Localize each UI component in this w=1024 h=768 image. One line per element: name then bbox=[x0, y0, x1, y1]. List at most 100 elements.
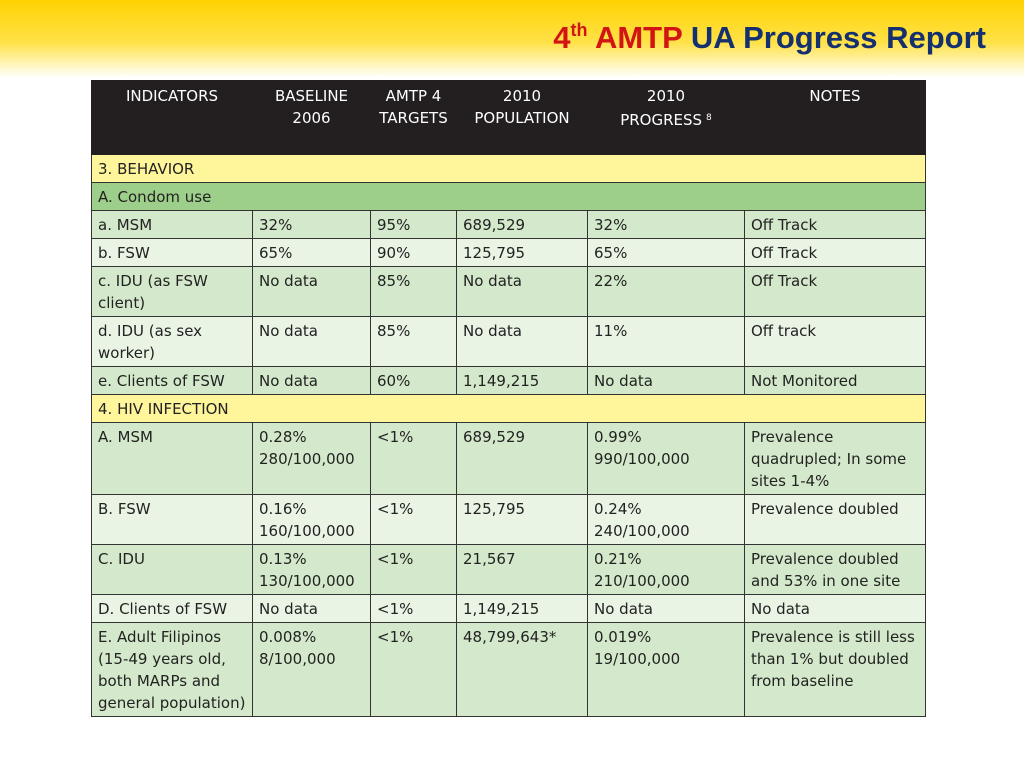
header-row: INDICATORS BASELINE 2006 AMTP 4 TARGETS 20… bbox=[91, 80, 926, 155]
table-row: c. IDU (as FSW client) No data 85% No da… bbox=[91, 266, 926, 317]
table-row: E. Adult Filipinos (15-49 years old, bot… bbox=[91, 622, 926, 717]
title-amtp: AMTP bbox=[594, 20, 683, 55]
population-cell: 1,149,215 bbox=[456, 594, 588, 623]
baseline-cell: 0.28% 280/100,000 bbox=[252, 422, 371, 495]
target-cell: 95% bbox=[370, 210, 457, 239]
table-row: a. MSM 32% 95% 689,529 32% Off Track bbox=[91, 210, 926, 239]
population-cell: 48,799,643* bbox=[456, 622, 588, 717]
table-row: d. IDU (as sex worker) No data 85% No da… bbox=[91, 316, 926, 367]
baseline-cell: No data bbox=[252, 316, 371, 367]
indicator-cell: B. FSW bbox=[91, 494, 253, 545]
target-cell: <1% bbox=[370, 422, 457, 495]
target-cell: 85% bbox=[370, 316, 457, 367]
progress-table: INDICATORS BASELINE 2006 AMTP 4 TARGETS 20… bbox=[91, 80, 926, 717]
progress-cell: 0.21% 210/100,000 bbox=[587, 544, 745, 595]
header-population: 2010 POPULATION bbox=[456, 80, 588, 155]
slide-title: 4th AMTP UA Progress Report bbox=[553, 18, 986, 58]
table-header: INDICATORS BASELINE 2006 AMTP 4 TARGETS 20… bbox=[91, 80, 926, 155]
section-behavior: 3. BEHAVIOR bbox=[91, 154, 926, 183]
header-baseline: BASELINE 2006 bbox=[252, 80, 371, 155]
table-row: D. Clients of FSW No data <1% 1,149,215 … bbox=[91, 594, 926, 623]
progress-pct: 0.21% bbox=[594, 550, 642, 568]
progress-cell: 0.019% 19/100,000 bbox=[587, 622, 745, 717]
table-row: B. FSW 0.16% 160/100,000 <1% 125,795 0.24… bbox=[91, 494, 926, 545]
notes-cell: Off Track bbox=[744, 210, 926, 239]
notes-cell: Off Track bbox=[744, 238, 926, 267]
baseline-pct: 0.13% bbox=[259, 550, 307, 568]
baseline-cell: No data bbox=[252, 594, 371, 623]
progress-rate: 990/100,000 bbox=[594, 450, 690, 468]
section-row: 3. BEHAVIOR bbox=[91, 154, 926, 183]
section-row: 4. HIV INFECTION bbox=[91, 394, 926, 423]
title-rest: UA Progress Report bbox=[690, 20, 986, 55]
target-cell: <1% bbox=[370, 594, 457, 623]
progress-pct: 0.019% bbox=[594, 628, 652, 646]
notes-cell: Prevalence quadrupled; In some sites 1-4… bbox=[744, 422, 926, 495]
indicator-cell: A. MSM bbox=[91, 422, 253, 495]
population-cell: No data bbox=[456, 266, 588, 317]
table-row: C. IDU 0.13% 130/100,000 <1% 21,567 0.21%… bbox=[91, 544, 926, 595]
progress-pct: 0.24% bbox=[594, 500, 642, 518]
baseline-rate: 130/100,000 bbox=[259, 572, 355, 590]
baseline-cell: 0.008% 8/100,000 bbox=[252, 622, 371, 717]
target-cell: <1% bbox=[370, 622, 457, 717]
title-ordinal-suffix: th bbox=[570, 20, 588, 40]
indicator-cell: C. IDU bbox=[91, 544, 253, 595]
section-hiv-infection: 4. HIV INFECTION bbox=[91, 394, 926, 423]
baseline-pct: 0.28% bbox=[259, 428, 307, 446]
notes-cell: Prevalence doubled bbox=[744, 494, 926, 545]
population-cell: 689,529 bbox=[456, 210, 588, 239]
progress-cell: 65% bbox=[587, 238, 745, 267]
baseline-rate: 280/100,000 bbox=[259, 450, 355, 468]
notes-cell: Prevalence doubled and 53% in one site bbox=[744, 544, 926, 595]
progress-cell: 11% bbox=[587, 316, 745, 367]
indicator-cell: c. IDU (as FSW client) bbox=[91, 266, 253, 317]
notes-cell: Prevalence is still less than 1% but dou… bbox=[744, 622, 926, 717]
title-ordinal: 4 bbox=[553, 20, 571, 55]
target-cell: 60% bbox=[370, 366, 457, 395]
subsection-row: A. Condom use bbox=[91, 182, 926, 211]
baseline-pct: No data bbox=[259, 600, 318, 618]
header-band bbox=[0, 0, 1024, 78]
baseline-cell: No data bbox=[252, 266, 371, 317]
subsection-condom-use: A. Condom use bbox=[91, 182, 926, 211]
population-cell: No data bbox=[456, 316, 588, 367]
table-row: e. Clients of FSW No data 60% 1,149,215 … bbox=[91, 366, 926, 395]
progress-cell: 0.24% 240/100,000 bbox=[587, 494, 745, 545]
progress-pct: No data bbox=[594, 600, 653, 618]
baseline-pct: 0.008% bbox=[259, 628, 317, 646]
progress-rate: 240/100,000 bbox=[594, 522, 690, 540]
target-cell: <1% bbox=[370, 544, 457, 595]
progress-rate: 19/100,000 bbox=[594, 650, 681, 668]
progress-cell: 22% bbox=[587, 266, 745, 317]
indicator-cell: D. Clients of FSW bbox=[91, 594, 253, 623]
baseline-cell: No data bbox=[252, 366, 371, 395]
baseline-pct: 0.16% bbox=[259, 500, 307, 518]
notes-cell: Not Monitored bbox=[744, 366, 926, 395]
baseline-cell: 32% bbox=[252, 210, 371, 239]
notes-cell: No data bbox=[744, 594, 926, 623]
notes-cell: Off Track bbox=[744, 266, 926, 317]
target-cell: 85% bbox=[370, 266, 457, 317]
header-progress: 2010 PROGRESS 8 bbox=[587, 80, 745, 155]
baseline-rate: 160/100,000 bbox=[259, 522, 355, 540]
baseline-cell: 0.13% 130/100,000 bbox=[252, 544, 371, 595]
table-row: b. FSW 65% 90% 125,795 65% Off Track bbox=[91, 238, 926, 267]
progress-cell: 32% bbox=[587, 210, 745, 239]
population-cell: 689,529 bbox=[456, 422, 588, 495]
indicator-cell: a. MSM bbox=[91, 210, 253, 239]
progress-cell: No data bbox=[587, 366, 745, 395]
indicator-cell: e. Clients of FSW bbox=[91, 366, 253, 395]
header-indicators: INDICATORS bbox=[91, 80, 253, 155]
table-row: A. MSM 0.28% 280/100,000 <1% 689,529 0.99… bbox=[91, 422, 926, 495]
table-body: 3. BEHAVIOR A. Condom use a. MSM 32% 95%… bbox=[91, 154, 926, 717]
progress-rate: 210/100,000 bbox=[594, 572, 690, 590]
indicator-cell: b. FSW bbox=[91, 238, 253, 267]
population-cell: 125,795 bbox=[456, 494, 588, 545]
indicator-cell: d. IDU (as sex worker) bbox=[91, 316, 253, 367]
indicator-cell: E. Adult Filipinos (15-49 years old, bot… bbox=[91, 622, 253, 717]
footnote-marker: 8 bbox=[706, 113, 712, 123]
notes-cell: Off track bbox=[744, 316, 926, 367]
population-cell: 125,795 bbox=[456, 238, 588, 267]
progress-cell: 0.99% 990/100,000 bbox=[587, 422, 745, 495]
